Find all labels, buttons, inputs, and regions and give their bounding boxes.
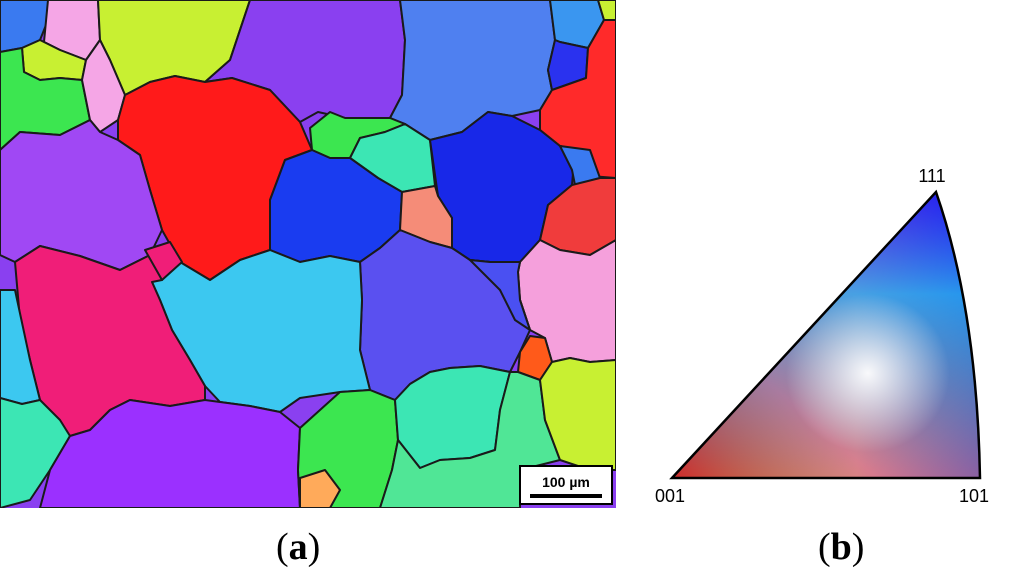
grain	[39, 399, 301, 508]
ebsd-orientation-map: 100 µm	[0, 0, 616, 508]
corner-label-001: 001	[655, 486, 685, 506]
panel-caption-a: (a)	[276, 528, 320, 566]
scale-bar-label: 100 µm	[542, 474, 590, 490]
caption-open-paren: (	[276, 526, 289, 568]
grain	[597, 0, 616, 21]
corner-label-111: 111	[918, 166, 945, 186]
caption-letter: b	[830, 526, 852, 568]
scale-bar: 100 µm	[519, 465, 613, 505]
corner-label-101: 101	[959, 486, 989, 506]
caption-close-paren: )	[307, 526, 321, 568]
caption-letter: a	[288, 526, 308, 568]
grain	[469, 259, 531, 331]
grain	[144, 241, 183, 281]
panel-caption-b: (b)	[818, 528, 864, 566]
grain	[539, 357, 616, 471]
grain	[299, 469, 341, 508]
caption-close-paren: )	[851, 526, 865, 568]
ipf-color-key: 111 001 101	[655, 166, 989, 506]
ipf-triangle-outline	[669, 189, 982, 480]
caption-open-paren: (	[818, 526, 831, 568]
